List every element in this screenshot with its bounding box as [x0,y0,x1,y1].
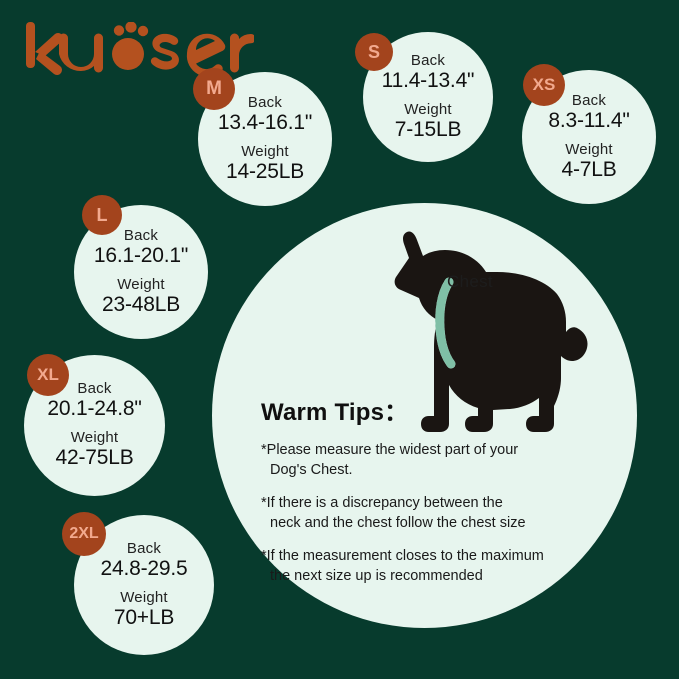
back-label: Back [123,226,159,244]
size-badge-label: XL [37,365,59,384]
size-bubble-2xl[interactable]: Back 24.8-29.5 Weight 70+LB [74,515,214,655]
back-label: Back [77,380,112,398]
size-badge-s[interactable]: S [355,33,393,71]
size-badge-label: S [367,41,380,62]
tip-item: *If there is a discrepancy between the n… [261,494,611,533]
weight-label: Weight [120,588,168,606]
weight-label: Weight [404,100,452,118]
back-value: 11.4-13.4" [381,68,475,92]
size-bubble-m[interactable]: Back 13.4-16.1" Weight 14-25LB [198,72,332,206]
tip-item: *If the measurement closes to the maximu… [261,547,611,586]
back-label: Back [571,91,607,109]
weight-label: Weight [565,140,613,158]
back-label: Back [247,93,283,111]
size-badge-label: 2XL [69,525,99,542]
tip-item: *Please measure the widest part of your … [261,441,611,480]
back-value: 16.1-20.1" [93,243,189,267]
weight-value: 14-25LB [226,159,304,183]
weight-value: 7-15LB [394,117,462,141]
size-badge-m[interactable]: M [193,68,235,110]
weight-label: Weight [70,429,119,446]
weight-label: Weight [117,275,165,293]
warm-tips-block: Warm Tips： *Please measure the widest pa… [261,392,611,586]
tape-measure-icon [435,277,456,369]
tip-line: the next size up is recommended [270,567,483,584]
tip-line: *If there is a discrepancy between the [261,495,503,512]
size-bubble-xs[interactable]: Back 8.3-11.4" Weight 4-7LB [522,70,656,204]
size-badge-label: XS [532,75,556,94]
size-badge-label: M [206,78,222,99]
size-badge-xl[interactable]: XL [27,354,69,396]
weight-value: 70+LB [113,605,175,629]
tip-line: *If the measurement closes to the maximu… [261,548,544,565]
tip-line: neck and the chest follow the chest size [270,514,526,531]
dog-silhouette-icon [394,231,588,432]
tip-line: *Please measure the widest part of your [261,442,519,458]
weight-value: 42-75LB [55,446,134,470]
back-value: 20.1-24.8" [47,397,142,421]
back-value: 24.8-29.5 [100,556,188,580]
back-value: 13.4-16.1" [217,110,313,134]
weight-value: 4-7LB [561,157,617,181]
back-label: Back [126,539,162,557]
dog-illustration [345,228,595,438]
tip-line: Dog's Chest. [270,461,353,478]
back-label: Back [410,51,446,69]
weight-label: Weight [241,142,289,160]
chest-label: Chest [447,272,493,291]
size-badge-label: L [96,204,108,225]
brand-logo [24,22,254,82]
size-bubble-s[interactable]: Back 11.4-13.4" Weight 7-15LB [363,32,493,162]
weight-value: 23-48LB [102,292,180,316]
warm-tips-title: Warm Tips： [261,399,409,426]
kuoser-wordmark-icon [26,22,254,77]
back-value: 8.3-11.4" [548,108,630,132]
size-badge-l[interactable]: L [82,195,122,235]
size-badge-2xl[interactable]: 2XL [62,512,106,556]
size-badge-xs[interactable]: XS [523,64,565,106]
